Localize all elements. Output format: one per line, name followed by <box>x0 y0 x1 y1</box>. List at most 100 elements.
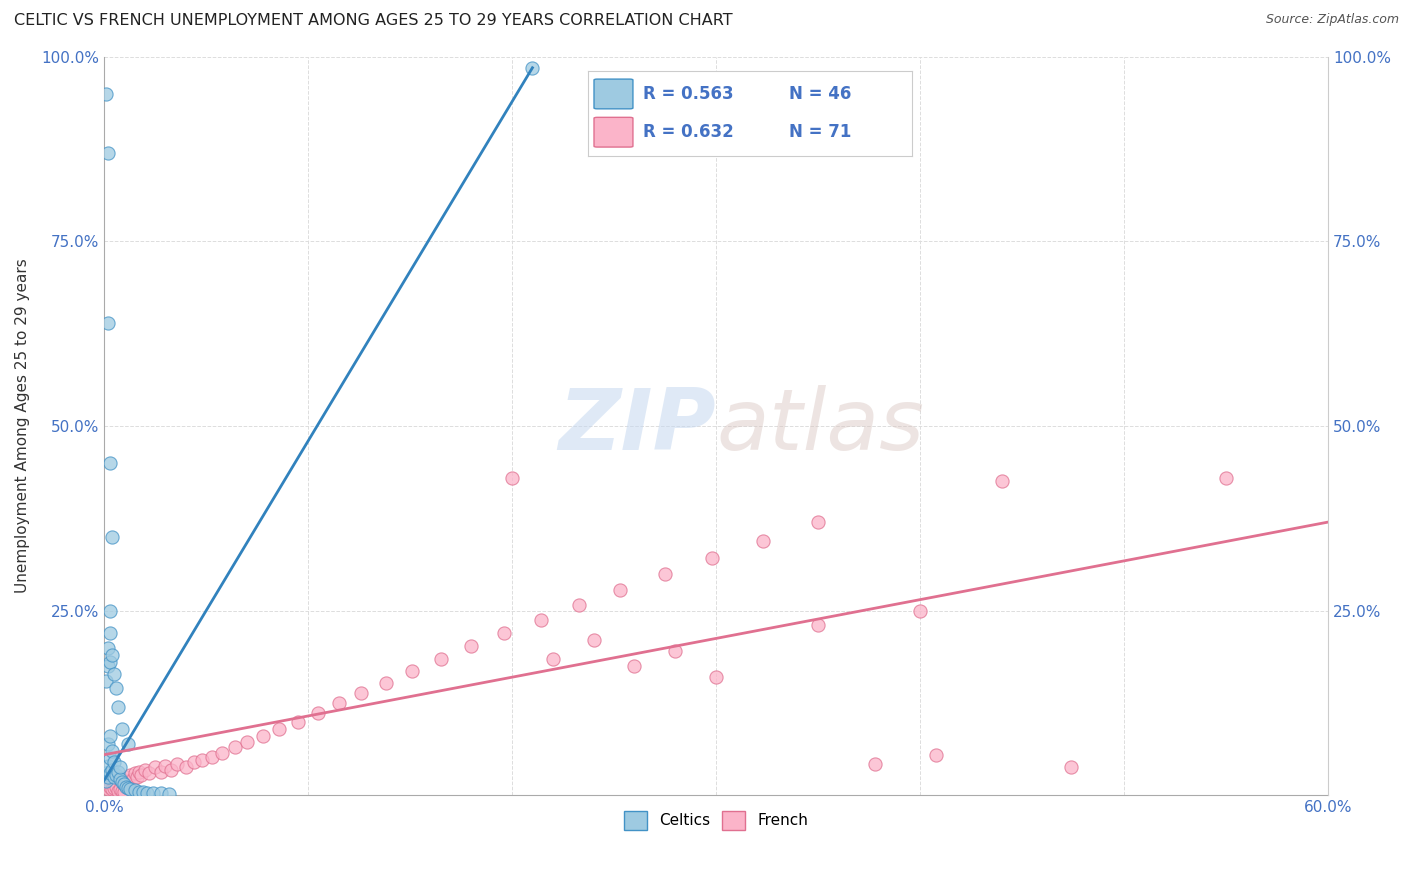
Point <box>110 772 132 786</box>
Point <box>105 778 128 792</box>
Point <box>429 651 451 665</box>
Point <box>134 763 156 777</box>
Point <box>269 722 291 736</box>
Point <box>107 764 129 779</box>
Point <box>990 475 1012 489</box>
Point <box>111 772 134 786</box>
Point <box>541 651 564 665</box>
Point <box>103 666 125 681</box>
Point <box>101 780 124 794</box>
Point <box>98 729 121 743</box>
Text: atlas: atlas <box>716 384 924 467</box>
Point <box>94 773 117 788</box>
Point <box>166 757 188 772</box>
Point <box>115 780 138 794</box>
Point <box>117 780 139 795</box>
Point <box>97 782 120 797</box>
Point <box>103 780 125 795</box>
Point <box>121 772 143 786</box>
Point <box>97 737 120 751</box>
Point <box>97 659 120 673</box>
Point <box>492 626 515 640</box>
Point <box>129 768 152 782</box>
Point <box>201 750 224 764</box>
Point <box>97 640 120 655</box>
Point <box>117 773 139 788</box>
Point <box>101 530 124 544</box>
Point <box>112 775 135 789</box>
Point <box>143 760 166 774</box>
Point <box>97 145 120 160</box>
Point <box>98 656 121 670</box>
Point <box>654 566 676 581</box>
Point <box>98 751 121 765</box>
Point <box>112 785 135 799</box>
Point <box>97 759 120 773</box>
Point <box>125 770 148 784</box>
Point <box>183 755 205 769</box>
Point <box>111 722 134 736</box>
Point <box>97 316 120 330</box>
Point <box>111 784 134 798</box>
Point <box>115 770 138 784</box>
Point <box>522 61 544 75</box>
Legend: Celtics, French: Celtics, French <box>617 805 814 836</box>
Point <box>120 782 142 797</box>
Point <box>94 766 117 780</box>
Text: Source: ZipAtlas.com: Source: ZipAtlas.com <box>1265 13 1399 27</box>
Point <box>623 659 645 673</box>
Point <box>863 757 886 772</box>
Point <box>211 746 233 760</box>
Point <box>191 753 214 767</box>
Point <box>110 776 132 790</box>
Point <box>128 785 150 799</box>
Point <box>98 456 121 470</box>
Point <box>908 604 931 618</box>
Point <box>132 785 155 799</box>
Point <box>94 673 117 688</box>
Point <box>609 582 631 597</box>
Point <box>138 766 160 780</box>
Point <box>704 670 727 684</box>
Point <box>1060 760 1083 774</box>
Point <box>664 644 686 658</box>
Point <box>101 744 124 758</box>
Point <box>103 770 125 784</box>
Point <box>124 783 146 797</box>
Point <box>110 760 132 774</box>
Point <box>112 777 135 791</box>
Point <box>501 471 523 485</box>
Point <box>401 665 423 679</box>
Point <box>460 639 482 653</box>
Point <box>98 766 121 780</box>
Point <box>374 676 396 690</box>
Point <box>124 766 146 780</box>
Point <box>287 714 309 729</box>
Point <box>107 784 129 798</box>
Point <box>150 786 173 800</box>
Point <box>328 696 350 710</box>
Point <box>807 515 830 529</box>
Point <box>101 782 124 797</box>
Point <box>150 764 173 779</box>
Point <box>105 768 128 782</box>
Point <box>135 786 157 800</box>
Point <box>110 782 132 797</box>
Point <box>142 786 165 800</box>
Point <box>236 735 259 749</box>
Point <box>101 648 124 662</box>
Point <box>307 706 329 720</box>
Point <box>97 770 120 784</box>
Point <box>117 737 139 751</box>
Point <box>107 773 129 788</box>
Point <box>224 740 246 755</box>
Point <box>103 755 125 769</box>
Point <box>105 780 128 794</box>
Point <box>252 729 274 743</box>
Point <box>107 699 129 714</box>
Point <box>111 775 134 789</box>
Point <box>160 763 183 777</box>
Point <box>925 747 948 762</box>
Point <box>101 763 124 777</box>
Point <box>98 780 121 794</box>
